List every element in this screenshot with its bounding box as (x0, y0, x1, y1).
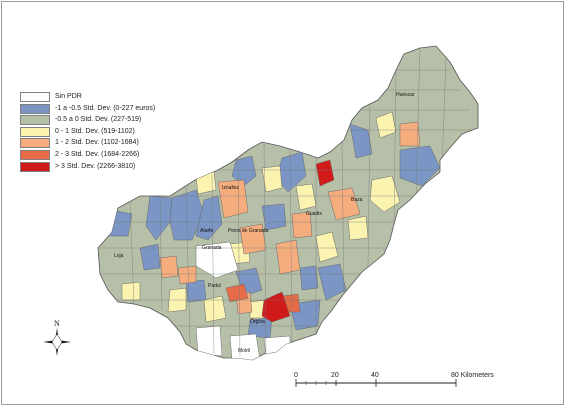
town-label-granada: Granada (202, 245, 222, 251)
legend-swatch (20, 92, 50, 102)
municipality (121, 281, 141, 301)
town-label-pinos: Pinos de Granada (228, 228, 269, 234)
north-label: N (54, 319, 60, 328)
municipality (399, 145, 441, 187)
legend-swatch (20, 138, 50, 149)
municipality (217, 179, 249, 219)
municipalities (100, 47, 478, 360)
legend-swatch (20, 103, 50, 114)
scale-tick-40: 40 (371, 372, 379, 379)
municipality (347, 215, 369, 241)
municipality (261, 165, 283, 193)
legend-label: -0.5 a 0 Std. Dev. (227-519) (55, 116, 142, 124)
municipality (261, 203, 287, 231)
town-label-huescar: Huéscar (396, 92, 415, 98)
municipality (317, 263, 347, 301)
scale-bar: 0 20 40 80 Kilometers (294, 372, 494, 387)
legend-label: > 3 Std. Dev. (2266-3810) (55, 162, 136, 170)
town-label-baza: Baza (351, 197, 363, 203)
municipality (399, 121, 421, 147)
legend-label: -1 a -0.5 Std. Dev. (0-227 euros) (55, 104, 156, 112)
town-label-guadix: Guadix (306, 211, 322, 217)
town-label-iznalloz: Iznalloz (222, 185, 239, 191)
scale-tick-0: 0 (294, 372, 298, 379)
municipality (291, 211, 313, 239)
municipality (369, 175, 401, 213)
town-label-padul: Padul (208, 283, 221, 289)
town-label-atarfe: Atarfe (200, 228, 214, 234)
municipality (203, 295, 227, 323)
scale-tick-20: 20 (331, 372, 339, 379)
municipality (229, 333, 261, 360)
legend-label: 2 - 3 Std. Dev. (1684-2266) (55, 150, 140, 158)
municipality (177, 265, 197, 285)
municipality (145, 195, 173, 241)
town-label-loja: Loja (114, 253, 124, 259)
municipality (315, 231, 339, 263)
municipality (299, 265, 319, 291)
municipality (195, 195, 223, 241)
municipality (261, 291, 291, 323)
municipality (159, 255, 179, 279)
legend-swatch (20, 126, 50, 137)
legend-swatch (20, 149, 50, 160)
scale-tick-80: 80 Kilometers (451, 372, 494, 379)
municipality (195, 171, 217, 195)
legend-swatch (20, 161, 50, 172)
legend-label: 1 - 2 Std. Dev. (1102-1684) (55, 139, 139, 147)
north-arrow: N (43, 319, 71, 356)
municipality (349, 123, 373, 159)
municipality (139, 243, 161, 271)
municipality (263, 335, 291, 357)
municipality (275, 239, 301, 275)
legend-label: 0 - 1 Std. Dev. (519-1102) (55, 127, 135, 135)
town-label-motril: Motril (238, 348, 250, 354)
municipality (315, 159, 335, 187)
town-label-orgiva: Órgiva (250, 318, 265, 325)
municipality (225, 283, 249, 303)
legend-label: Sin PDR (55, 93, 82, 100)
municipality (195, 325, 223, 357)
municipality (239, 223, 267, 255)
legend-swatch (20, 115, 50, 126)
municipality (375, 111, 397, 139)
